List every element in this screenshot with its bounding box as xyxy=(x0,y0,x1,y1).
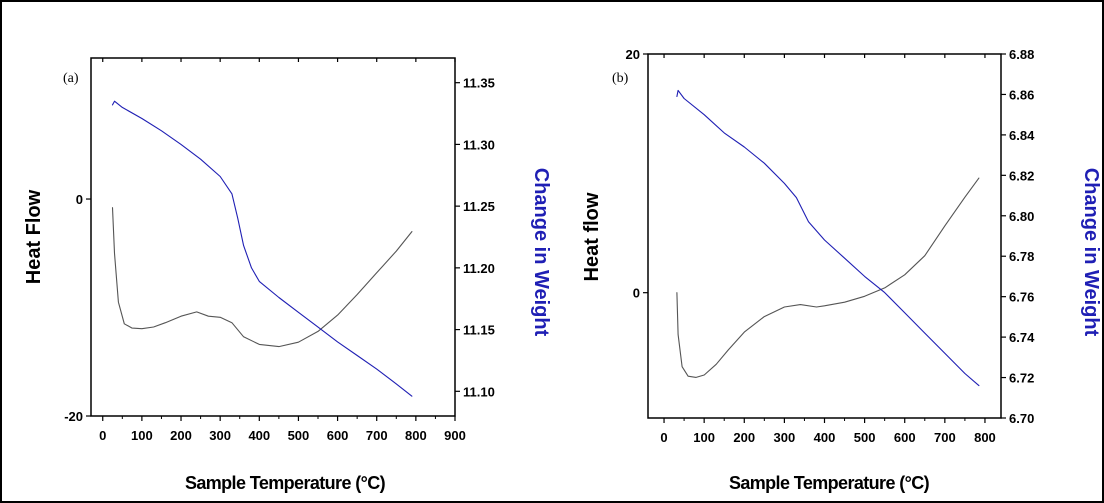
y-tick-label-right: 11.30 xyxy=(463,137,495,152)
x-tick-label: 0 xyxy=(660,430,667,445)
heat-flow-line xyxy=(111,207,413,348)
x-tick-label: 100 xyxy=(131,428,153,443)
series-layer xyxy=(111,100,413,397)
y-tick-label-right: 6.88 xyxy=(1009,47,1034,62)
panel-a: 0 100 200 300 400 500 600 700 800 900 -20 0 11.10 11.… xyxy=(23,57,552,493)
y-tick-label-left: 0 xyxy=(76,192,83,207)
x-tick-label: 500 xyxy=(288,428,310,443)
y-tick-label-right: 11.10 xyxy=(463,384,495,399)
y-tick-label-right: 6.80 xyxy=(1009,209,1034,224)
y-tick-label-right: 11.35 xyxy=(463,76,495,91)
x-tick-label: 300 xyxy=(774,430,796,445)
x-tick-label: 400 xyxy=(248,428,270,443)
y-tick-label-right: 6.78 xyxy=(1009,249,1034,264)
x-axis-label: Sample Temperature (°C) xyxy=(729,473,930,493)
x-tick-label: 800 xyxy=(405,428,427,443)
panel-label: (b) xyxy=(612,71,629,86)
y-tick-label-right: 6.74 xyxy=(1009,330,1035,345)
y-tick-label-left: 20 xyxy=(626,47,640,62)
panel-label: (a) xyxy=(63,71,79,86)
axes-layer: 0 100 200 300 400 500 600 700 800 0 20 6.70 6.72 6.74… xyxy=(626,47,1036,445)
y-axis-label-right: Change in Weight xyxy=(530,168,552,337)
x-tick-label: 100 xyxy=(693,430,715,445)
y-axis-label-left: Heat flow xyxy=(581,192,603,281)
weight-change-line xyxy=(111,100,413,397)
x-tick-label: 200 xyxy=(733,430,755,445)
y-tick-label-right: 6.84 xyxy=(1009,128,1035,143)
x-tick-label: 600 xyxy=(327,428,349,443)
y-tick-label-right: 6.70 xyxy=(1009,411,1034,426)
x-tick-label: 800 xyxy=(974,430,996,445)
y-tick-label-right: 11.20 xyxy=(463,261,495,276)
x-tick-label: 200 xyxy=(170,428,192,443)
y-tick-label-right: 6.76 xyxy=(1009,290,1034,305)
x-tick-label: 500 xyxy=(854,430,876,445)
y-tick-label-left: 0 xyxy=(633,286,640,301)
series-layer xyxy=(676,89,980,387)
x-axis-label: Sample Temperature (°C) xyxy=(185,473,386,493)
y-tick-label-right: 6.82 xyxy=(1009,168,1034,183)
x-tick-label: 0 xyxy=(99,428,106,443)
plot-area xyxy=(90,57,456,417)
y-tick-label-left: -20 xyxy=(64,409,83,424)
x-tick-label: 700 xyxy=(366,428,388,443)
panel-b: 0 100 200 300 400 500 600 700 800 0 20 6.70 6.72 6.74… xyxy=(581,47,1102,493)
heat-flow-line xyxy=(676,177,980,378)
x-tick-label: 700 xyxy=(934,430,956,445)
y-axis-label-right: Change in Weight xyxy=(1080,168,1102,337)
x-tick-label: 600 xyxy=(894,430,916,445)
y-tick-label-right: 11.15 xyxy=(463,323,495,338)
y-tick-label-right: 6.86 xyxy=(1009,87,1034,102)
x-tick-label: 300 xyxy=(209,428,231,443)
y-axis-label-left: Heat Flow xyxy=(23,189,45,284)
axes-layer: 0 100 200 300 400 500 600 700 800 900 -20 0 11.10 11.… xyxy=(64,58,495,443)
x-tick-label: 400 xyxy=(814,430,836,445)
x-tick-label: 900 xyxy=(444,428,466,443)
weight-change-line xyxy=(676,89,980,387)
y-tick-label-right: 6.72 xyxy=(1009,371,1034,386)
y-tick-label-right: 11.25 xyxy=(463,199,495,214)
